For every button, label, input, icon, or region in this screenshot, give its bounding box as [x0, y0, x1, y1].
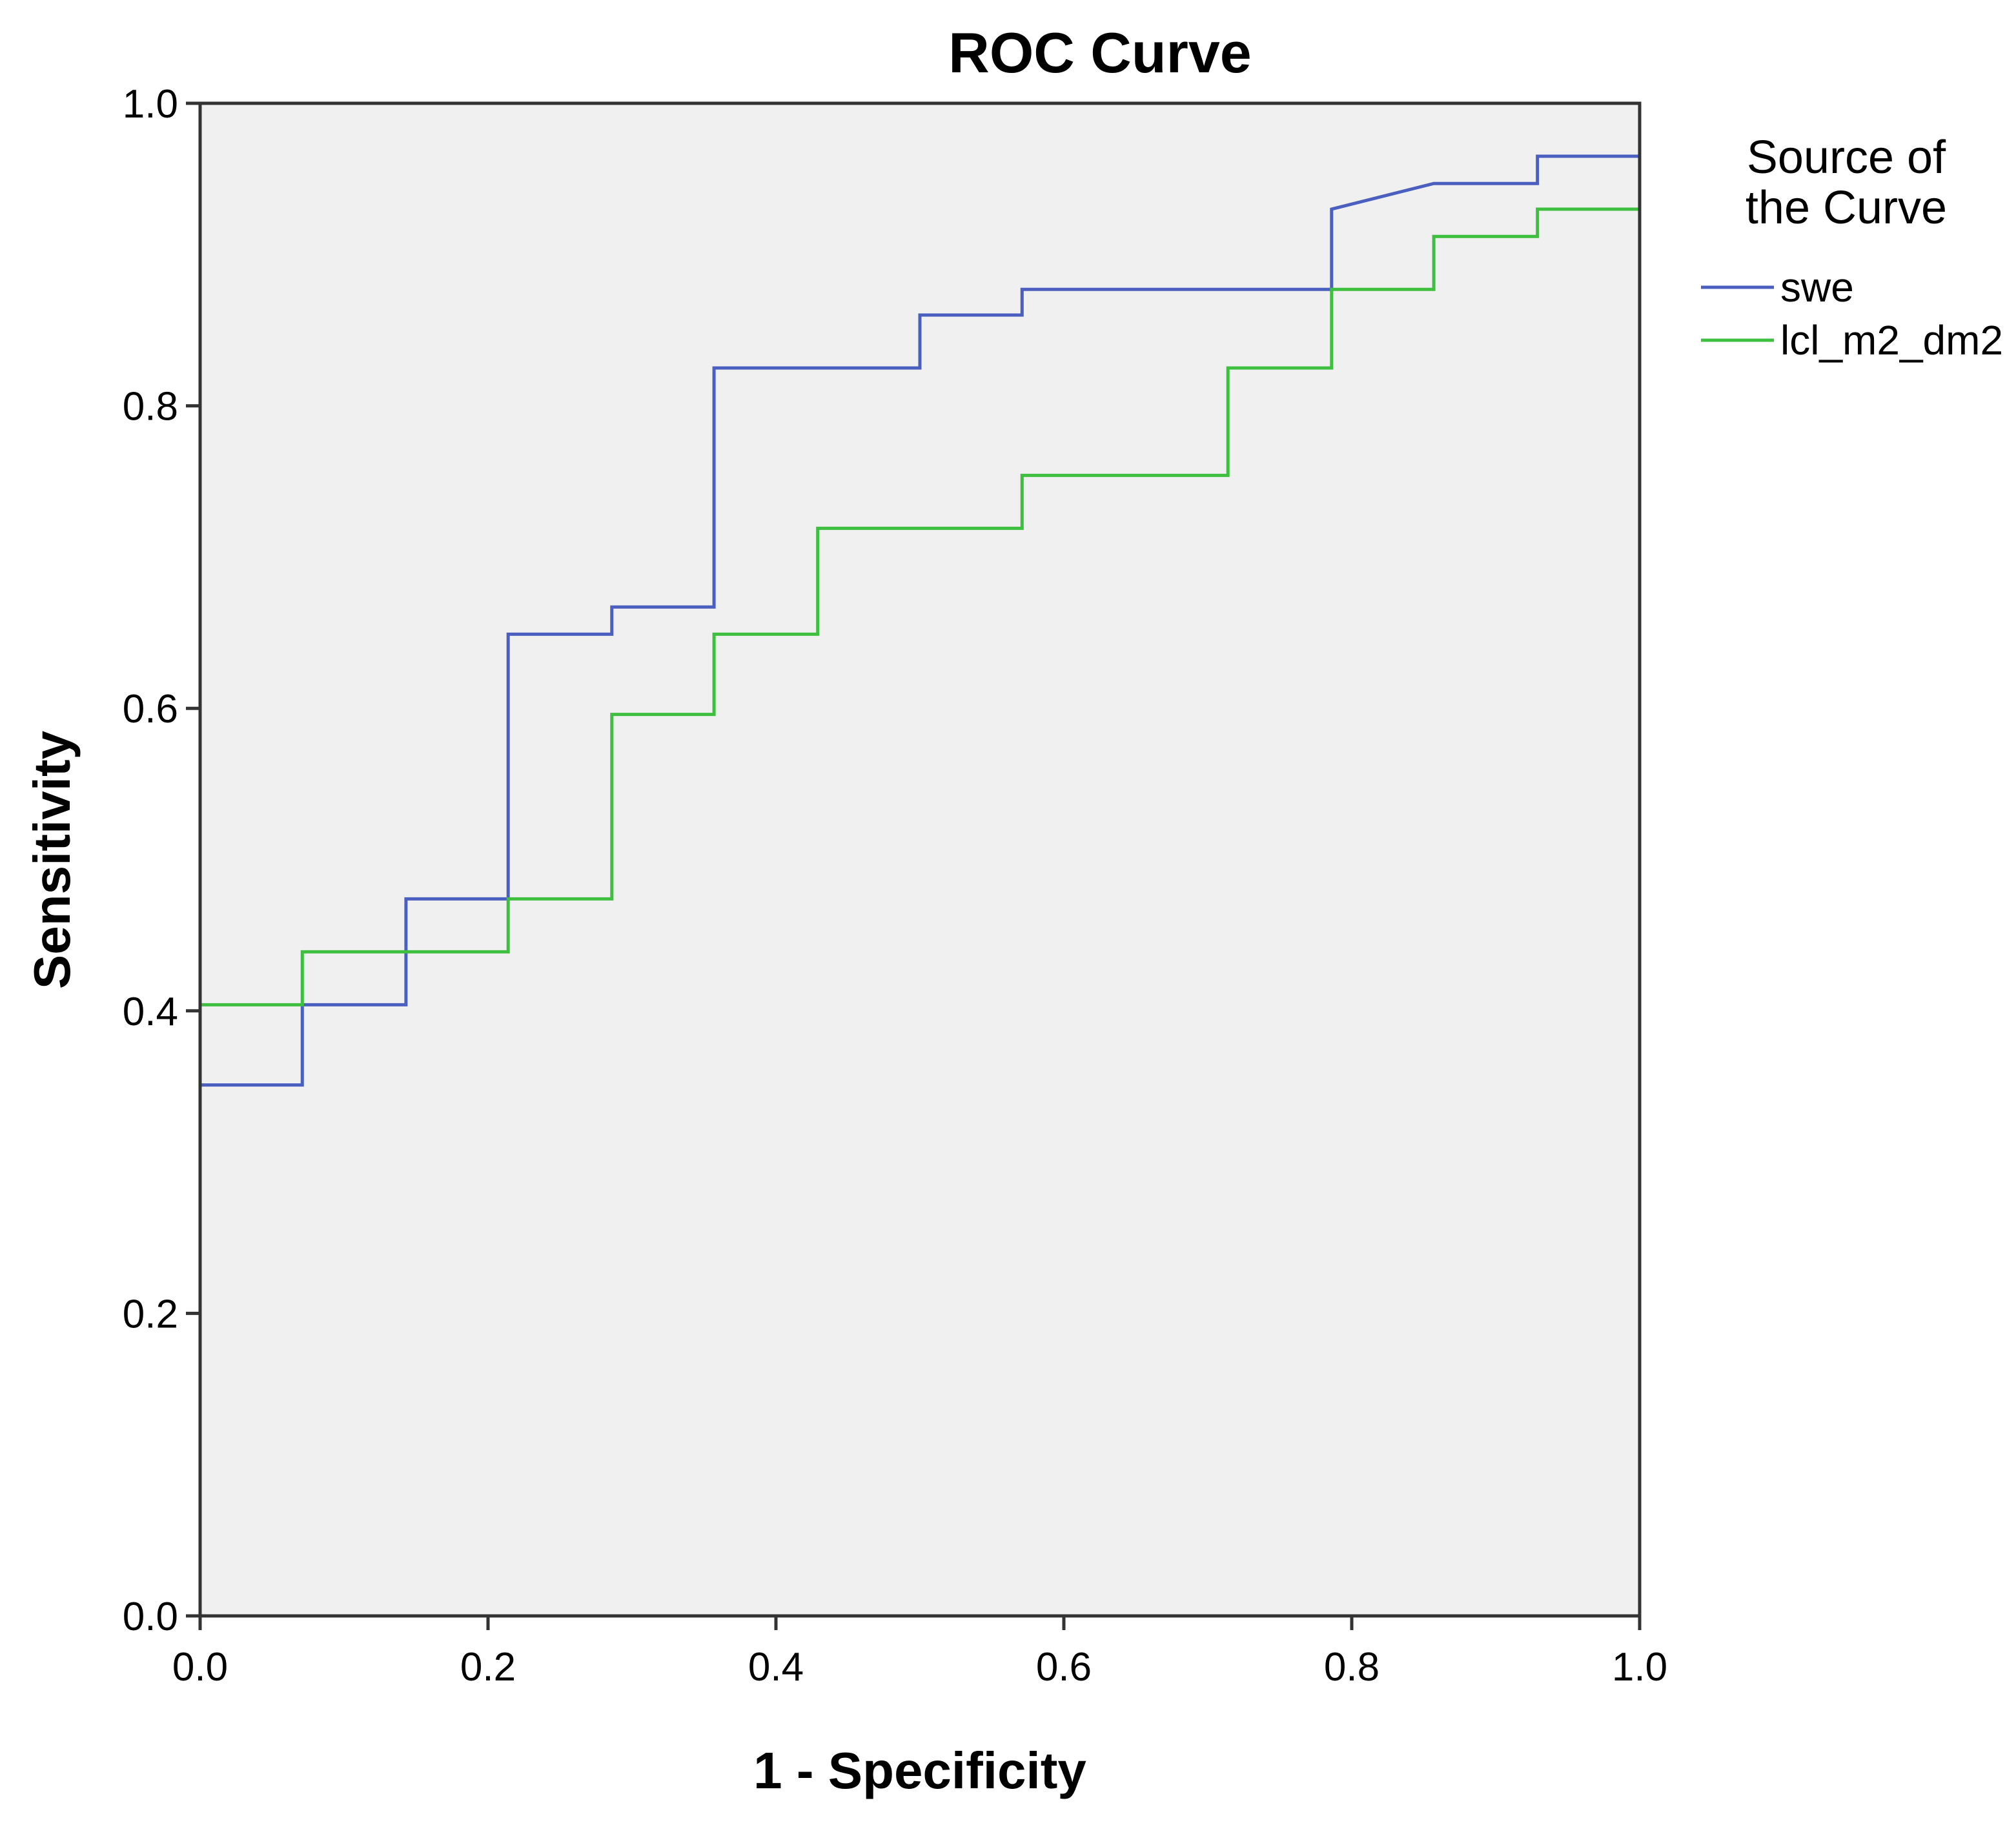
legend-label-lcl_m2_dm2: lcl_m2_dm2: [1780, 317, 2003, 363]
y-tick-label: 0.6: [123, 687, 178, 731]
legend-title: Source of: [1747, 132, 1946, 183]
y-tick-label: 0.8: [123, 385, 178, 429]
series-layer: [198, 103, 1642, 1616]
y-tick-label: 0.0: [123, 1595, 178, 1639]
y-tick-label: 0.2: [123, 1292, 178, 1336]
series-line-swe: [198, 103, 1642, 1616]
x-tick-label: 0.8: [1324, 1645, 1380, 1689]
x-axis-label: 1 - Specificity: [753, 1742, 1086, 1799]
x-tick-label: 1.0: [1612, 1645, 1667, 1689]
chart-title: ROC Curve: [948, 21, 1251, 85]
axis-layer: 0.0 0.2 0.4 0.6 0.8 1.0 0.0 0.2 0.4 0.6 0.8 1.0: [123, 82, 1667, 1689]
series-line-lcl_m2_dm2: [198, 103, 1642, 1616]
x-tick-label: 0.0: [172, 1645, 228, 1689]
y-tick-label: 1.0: [123, 82, 178, 127]
y-axis-label: Sensitivity: [23, 730, 81, 989]
y-tick-label: 0.4: [123, 990, 178, 1034]
plot-frame: [198, 101, 1642, 1618]
legend-title: the Curve: [1746, 182, 1947, 234]
x-tick-label: 0.6: [1036, 1645, 1092, 1689]
x-tick-label: 0.2: [460, 1645, 516, 1689]
x-tick-label: 0.4: [748, 1645, 804, 1689]
legend-label-swe: swe: [1780, 264, 1854, 311]
